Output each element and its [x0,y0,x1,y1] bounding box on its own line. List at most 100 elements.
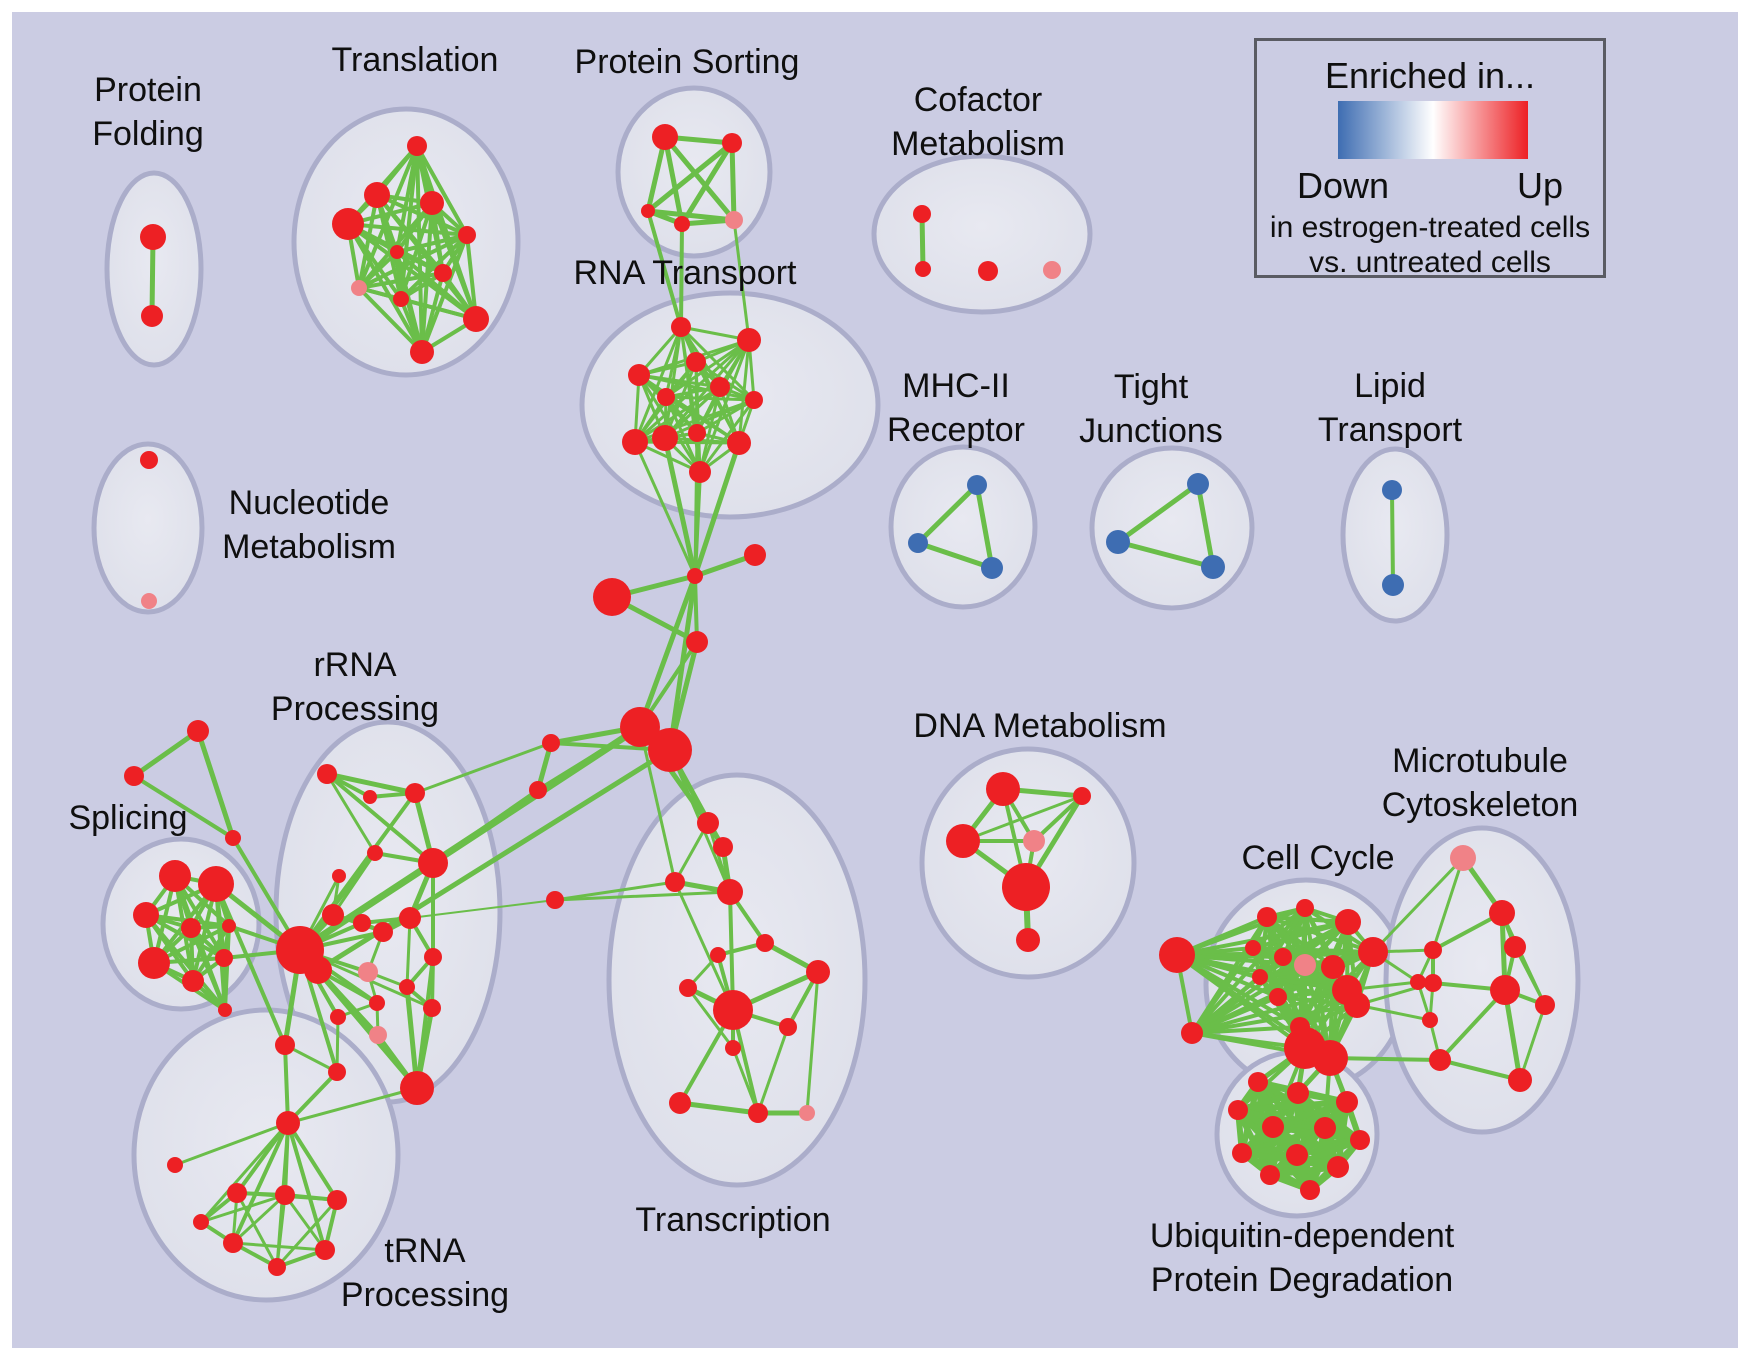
gene-set-node-up [745,391,763,409]
gene-set-node-up [225,830,241,846]
gene-set-node-up [946,824,980,858]
edge [1258,965,1335,979]
dna-metabolism-ellipse [919,746,1137,980]
translation-label: Translation [332,41,499,79]
edge [231,1121,290,1245]
gene-set-node-up [400,1071,434,1105]
gene-set-node-down [1201,555,1225,579]
gene-set-node-down [1106,530,1130,554]
gene-set-node-up [657,388,675,406]
edge [149,234,156,319]
edge [664,395,741,445]
gene-set-node-up [223,1233,243,1253]
edge [132,774,235,840]
gene-set-node-up [420,191,444,215]
gene-set-node-up [542,734,560,752]
edge [395,233,469,254]
gene-set-node-up [1274,948,1292,966]
gene-set-node-up-weak [351,280,367,296]
edge [431,788,540,865]
gene-set-node-up [686,631,708,653]
trna-processing-label: tRNA [384,1232,466,1270]
edge [231,1193,287,1245]
edge [1438,988,1507,1062]
edge [729,140,737,223]
gene-set-node-up [737,328,761,352]
gene-set-node-up [317,764,337,784]
gene-set-node-up [1248,1072,1268,1092]
edge [1251,920,1350,950]
gene-set-node-up [628,364,650,386]
gene-set-node-up [1410,974,1426,990]
rrna-processing-label: Processing [271,690,439,728]
gene-set-node-up [418,848,448,878]
edge [974,482,995,571]
gene-set-node-up [1321,955,1345,979]
gene-set-node-up [1296,899,1314,917]
edge [420,271,445,354]
tight-junctions-label: Junctions [1079,412,1223,450]
nucleotide-metabolism-label: Nucleotide [229,484,390,522]
gene-set-node-up [369,995,385,1011]
gene-set-node-up [133,902,159,928]
lipid-transport-label: Transport [1318,411,1463,449]
gene-set-node-up [1490,975,1520,1005]
ubiquitin-degradation-label: Protein Degradation [1151,1261,1453,1299]
gene-set-node-up [268,1258,286,1276]
gene-set-node-up [138,947,170,979]
gene-set-node-up [141,305,163,327]
edge [662,134,737,223]
gene-set-node-up [1336,1091,1358,1113]
gene-set-node-up [1489,900,1515,926]
cofactor-metabolism-label: Metabolism [891,125,1065,163]
edge [346,222,424,354]
gene-set-node-up [399,979,415,995]
legend-title: Enriched in... [1324,55,1536,96]
splicing-label: Splicing [68,799,187,837]
gene-set-node-up [710,377,730,397]
gene-set-node-up-weak [369,1026,387,1044]
edge [1371,856,1465,954]
gene-set-node-up-weak [358,962,378,982]
legend-gradient-bar [1338,101,1528,159]
edge [131,728,201,779]
gene-set-node-up [620,707,660,747]
gene-set-node-up-weak [1450,845,1476,871]
gene-set-node-up [915,261,931,277]
rna-transport-ellipse [579,290,881,520]
edge [1431,911,1504,952]
edge [1235,1099,1350,1113]
edge [553,890,732,902]
transcription-label: Transcription [635,1201,830,1239]
edge [961,794,1084,843]
legend-box: Enriched in... Down Up in estrogen-treat… [1254,38,1606,279]
microtubule-cytoskeleton-label: Cytoskeleton [1382,786,1579,824]
gene-set-node-up [328,1063,346,1081]
gene-set-node-up [1314,1117,1336,1139]
gene-set-node-up [725,1040,741,1056]
gene-set-node-up [652,124,678,150]
edge [430,201,478,321]
gene-set-node-down [981,557,1003,579]
gene-set-node-up [1181,1022,1203,1044]
mhc-ii-receptor-label: Receptor [887,411,1025,449]
dna-metabolism-label: DNA Metabolism [913,707,1166,745]
gene-set-node-up [193,1214,209,1230]
gene-set-node-up-weak [1023,830,1045,852]
lipid-transport-label: Lipid [1354,367,1426,405]
gene-set-node-up-weak [1294,954,1316,976]
edge [737,338,751,445]
edge [679,222,684,329]
gene-set-node-up [167,1157,183,1173]
gene-set-node-up [315,1240,335,1260]
gene-set-node-up [1424,941,1442,959]
gene-set-node-up [913,205,931,223]
gene-set-node-up [1073,787,1091,805]
edge [173,1121,290,1167]
edge [695,398,756,435]
edge [633,440,741,445]
gene-set-node-up [275,1185,295,1205]
legend-caption-line2: vs. untreated cells [1309,246,1551,279]
gene-set-node-up [1429,1049,1451,1071]
